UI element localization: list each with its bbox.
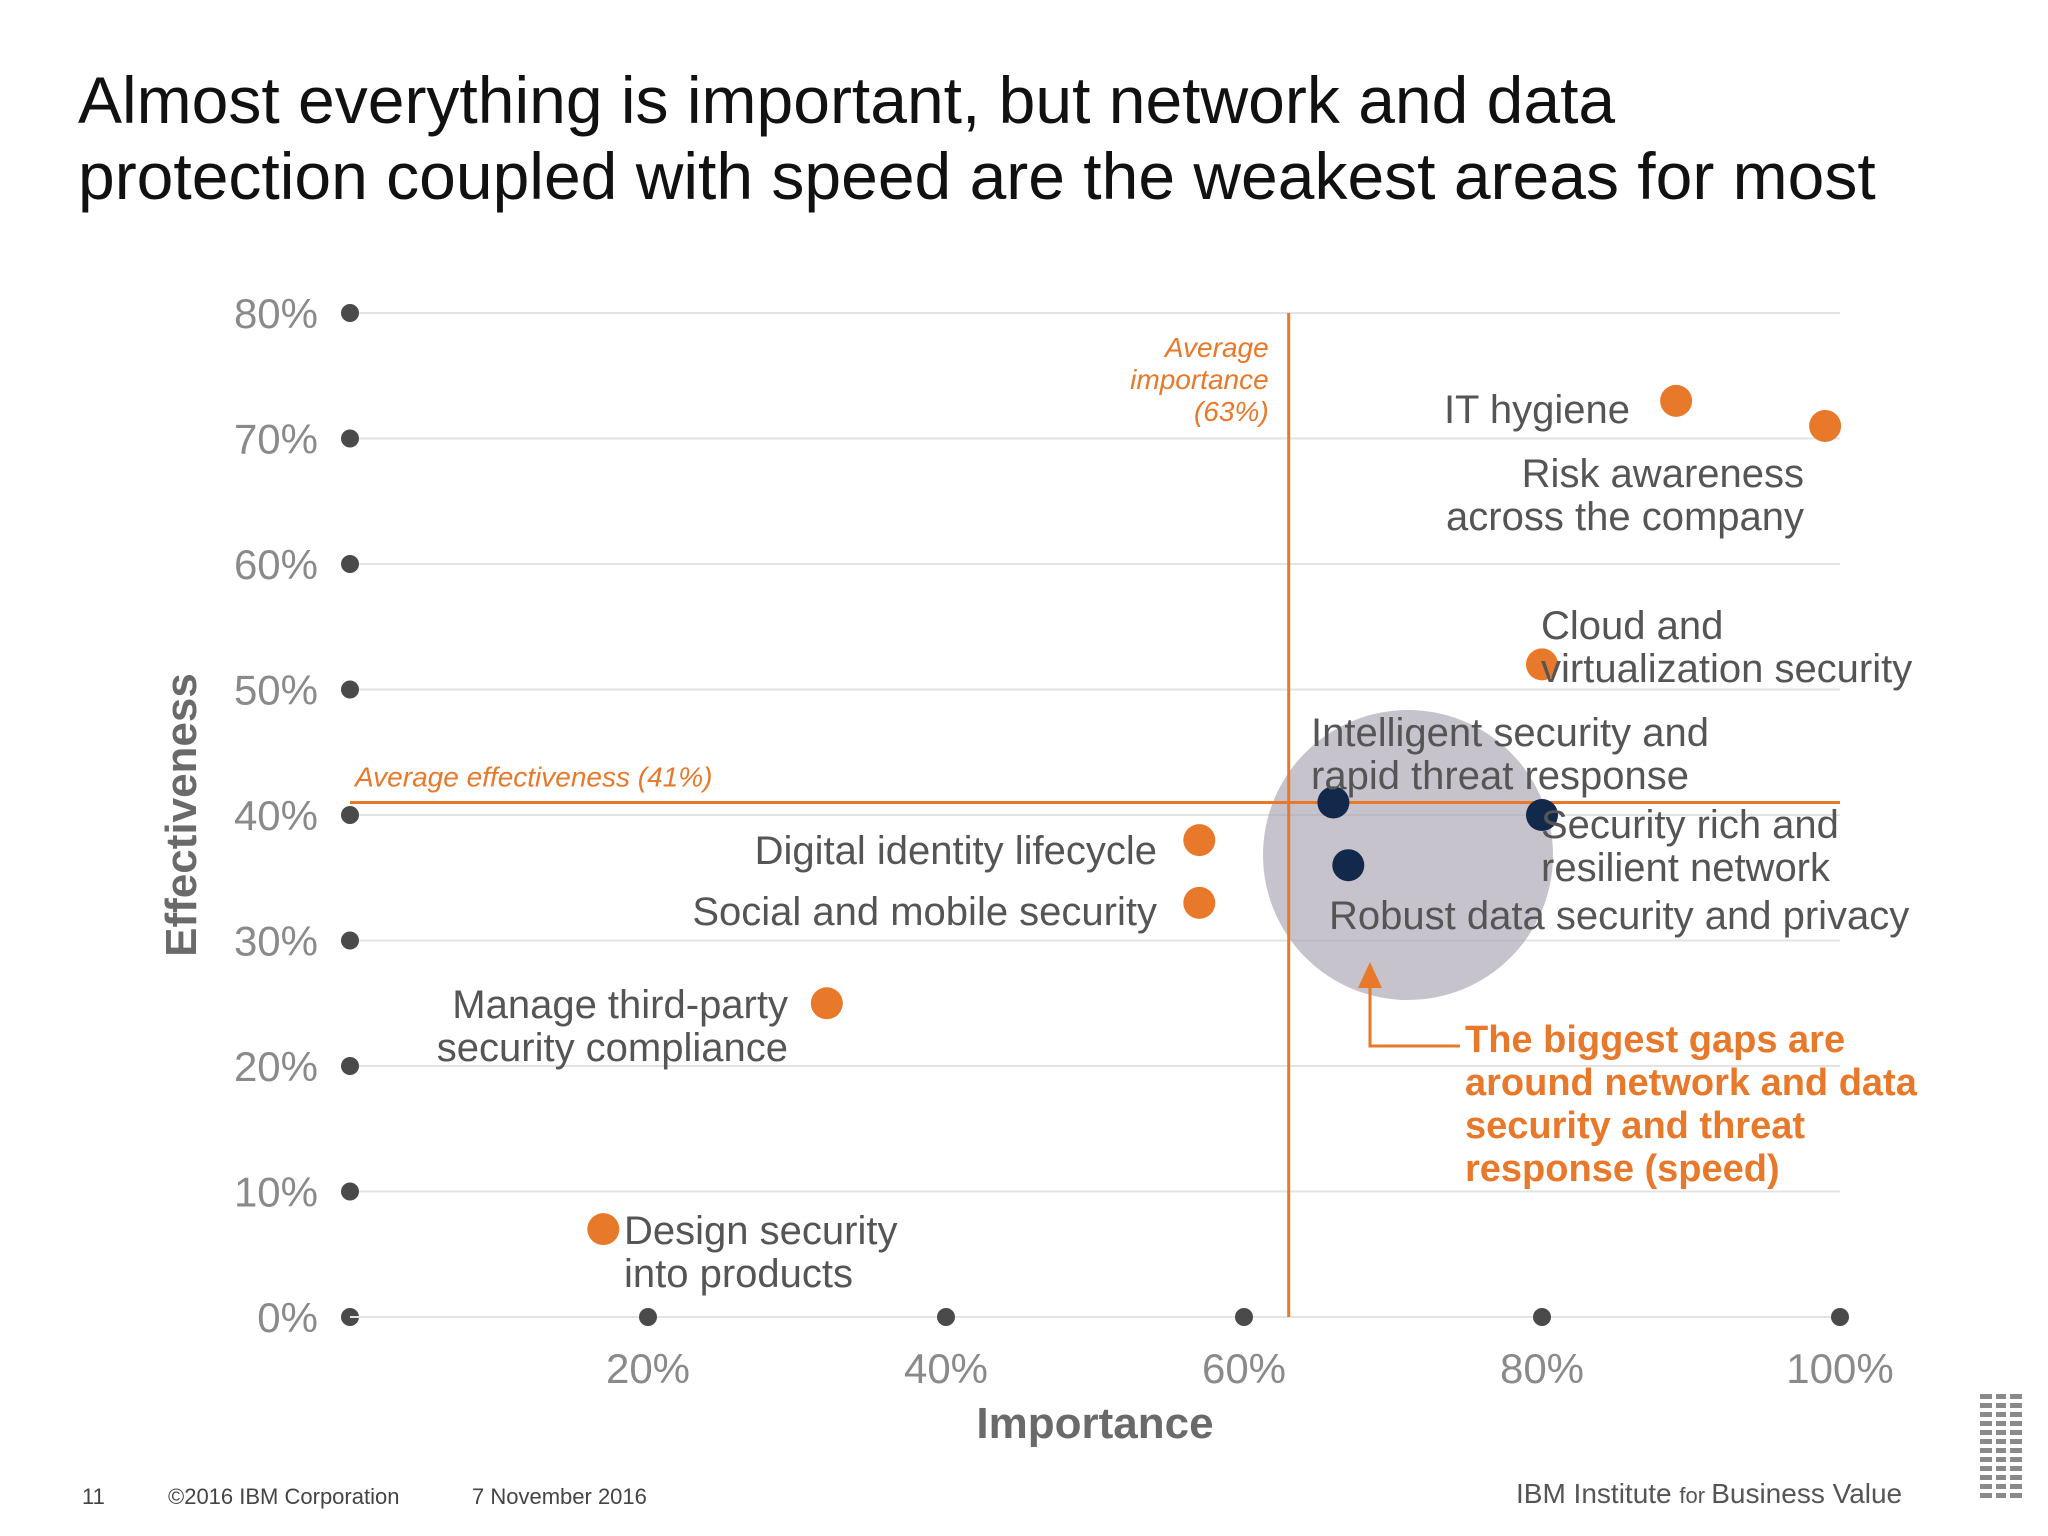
annotation-arrow-head [1358, 962, 1382, 988]
y-tick-label: 40% [234, 792, 318, 839]
y-axis-dot [341, 429, 359, 448]
data-point [810, 987, 843, 1020]
y-tick-label: 10% [234, 1169, 318, 1216]
data-point [1332, 849, 1365, 882]
data-point [1660, 384, 1693, 417]
x-axis-dot [1533, 1308, 1551, 1326]
data-point-label: virtualization security [1541, 647, 1912, 691]
annotation-text: response (speed) [1465, 1148, 1780, 1190]
brand-text-part-2: for [1679, 1483, 1712, 1508]
data-point-label: IT hygiene [1444, 388, 1630, 432]
x-axis-dot [937, 1308, 955, 1326]
data-point-label: Security rich and [1541, 803, 1839, 847]
y-axis-dot [341, 1057, 359, 1075]
data-point [1526, 799, 1558, 831]
slide-title-line-1: Almost everything is important, but netw… [78, 63, 1616, 137]
data-point [1183, 886, 1216, 919]
annotation-arrow-line [1368, 970, 1460, 1048]
data-point-label: Digital identity lifecycle [755, 829, 1157, 873]
brand-text: IBM Institute for Business Value [1516, 1478, 1902, 1510]
data-point-label: resilient network [1541, 846, 1831, 890]
data-point-label: Design security [624, 1209, 897, 1253]
data-point-label: Cloud and [1541, 604, 1723, 648]
y-tick-label: 70% [234, 416, 318, 463]
brand-text-part-1: IBM Institute [1516, 1478, 1680, 1509]
x-tick-label: 100% [1786, 1345, 1893, 1392]
y-axis-dot [341, 555, 359, 573]
average-importance-label: importance [1130, 364, 1269, 395]
average-effectiveness-label: Average effectiveness (41%) [353, 761, 712, 792]
average-importance-label: Average [1163, 332, 1269, 363]
page-number: 11 [82, 1484, 105, 1509]
data-point-label: Robust data security and privacy [1329, 894, 1909, 938]
annotation-text: around network and data [1465, 1062, 1918, 1104]
y-axis-dot [341, 806, 359, 824]
data-point [1317, 786, 1350, 819]
data-point [587, 1213, 620, 1246]
data-point-label: across the company [1446, 495, 1804, 539]
annotation-text: security and threat [1465, 1105, 1805, 1147]
y-tick-label: 0% [257, 1294, 318, 1341]
y-tick-label: 30% [234, 918, 318, 965]
data-point [1809, 409, 1842, 442]
y-axis-dot [341, 1182, 359, 1201]
x-tick-label: 60% [1202, 1345, 1286, 1392]
y-tick-label: 20% [234, 1043, 318, 1090]
copyright: ©2016 IBM Corporation [168, 1484, 400, 1509]
highlight-circle [1263, 710, 1553, 1000]
y-axis-dot [341, 680, 359, 699]
data-point-label: Risk awareness [1522, 452, 1804, 496]
x-tick-label: 40% [904, 1345, 988, 1392]
data-point-label: Intelligent security and [1311, 711, 1709, 755]
data-point-label: rapid threat response [1311, 754, 1689, 798]
x-axis-dot [1831, 1308, 1849, 1326]
y-tick-label: 50% [234, 667, 318, 714]
y-axis-dot [341, 931, 359, 950]
y-axis-dot [341, 304, 359, 322]
ibm-logo-icon [1980, 1394, 2022, 1506]
slide-title: Almost everything is important, but netw… [78, 62, 1978, 214]
x-axis-dot [1235, 1308, 1253, 1326]
slide-title-line-2: protection coupled with speed are the we… [78, 139, 1876, 213]
average-importance-label: (63%) [1194, 396, 1269, 427]
data-point-label: Manage third-party [452, 983, 788, 1027]
slide-date: 7 November 2016 [472, 1484, 647, 1509]
x-tick-label: 80% [1500, 1345, 1584, 1392]
y-tick-label: 80% [234, 290, 318, 337]
y-tick-label: 60% [234, 541, 318, 588]
brand-text-part-3: Business Value [1711, 1478, 1903, 1509]
data-point-label: into products [624, 1252, 853, 1296]
annotation-text: The biggest gaps are [1465, 1019, 1845, 1061]
y-axis-title: Effectiveness [157, 673, 206, 957]
data-point [1183, 824, 1216, 857]
data-point-label: Social and mobile security [692, 890, 1157, 934]
data-point-label: security compliance [437, 1026, 788, 1070]
x-axis-dot [639, 1308, 657, 1326]
data-point [1526, 648, 1558, 681]
x-axis-title: Importance [976, 1399, 1213, 1448]
x-tick-label: 20% [606, 1345, 690, 1392]
